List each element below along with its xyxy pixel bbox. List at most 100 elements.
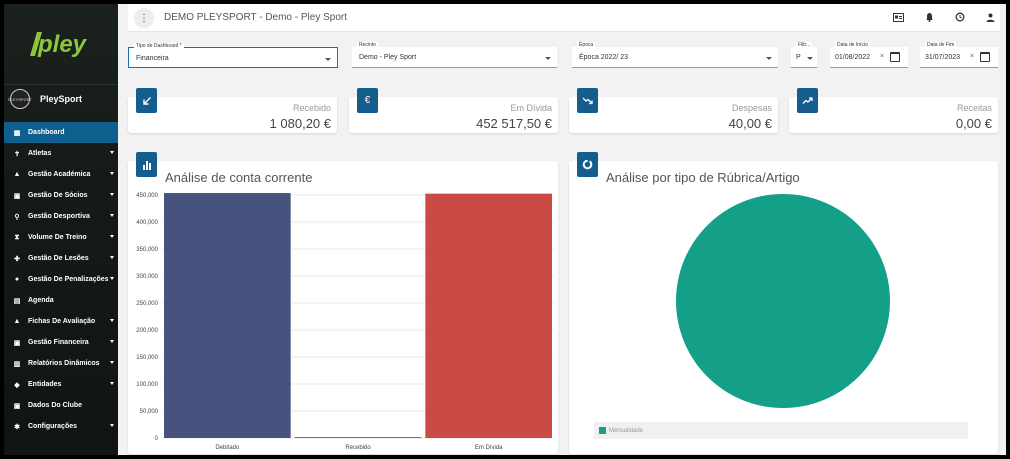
sidebar-item-entidades[interactable]: ◆ Entidades (4, 374, 118, 395)
whistle-icon: ⚲ (14, 213, 20, 221)
app-frame: pley PLEYSPORT PleySport ▦ Dashboard ✝ Atle… (4, 4, 1006, 455)
dashboard-type-value: Financeira (136, 55, 169, 62)
sidebar-item-agenda[interactable]: ▤ Agenda (4, 290, 118, 311)
panel-title: Análise por tipo de Rúbrica/Artigo (606, 170, 800, 185)
calendar-icon[interactable] (890, 52, 900, 62)
y-tick-label: 50,000 (140, 409, 159, 415)
clear-icon[interactable]: × (970, 53, 975, 60)
sidebar-item-label: Relatórios Dinâmicos (28, 360, 100, 367)
dashboard-icon: ▦ (13, 129, 21, 137)
chevron-down-icon (807, 57, 813, 60)
filter-label: Filtr... (796, 42, 813, 48)
page-title: DEMO PLEYSPORT - Demo - Pley Sport (164, 12, 348, 23)
start-date-label: Data de Início (835, 42, 870, 48)
bar-em-divida[interactable] (425, 193, 552, 438)
kpi-label: Despesas (731, 103, 772, 113)
start-date-field[interactable]: Data de Início 01/08/2022 × (830, 42, 908, 68)
x-tick-label: Recebido (345, 445, 371, 451)
contact-card-icon[interactable] (892, 11, 904, 23)
x-tick-label: Em Dívida (475, 445, 503, 451)
sidebar-item-label: Dados Do Clube (28, 402, 83, 409)
kpi-card-receitas: Receitas 0,00 € (789, 88, 998, 133)
kpi-value: 0,00 € (955, 116, 992, 131)
epoca-select[interactable]: Época Época 2022/ 23 (572, 42, 778, 68)
sidebar-item-atletas[interactable]: ✝ Atletas (4, 143, 118, 164)
history-icon[interactable] (954, 11, 966, 23)
sidebar-item-label: Dashboard (28, 129, 65, 136)
sidebar-item-label: Gestão Financeira (28, 339, 89, 346)
y-tick-label: 150,000 (136, 355, 158, 361)
kpi-label: Receitas (956, 103, 992, 113)
sidebar-item-dashboard[interactable]: ▦ Dashboard (4, 122, 118, 143)
end-date-value: 31/07/2023 (925, 54, 961, 61)
dashboard-type-label: Tipo de Dashboard * (134, 43, 184, 49)
sidebar-item-relatorios-dinamicos[interactable]: ▥ Relatórios Dinâmicos (4, 353, 118, 374)
sidebar-item-volume-de-treino[interactable]: ⧗ Volume De Treino (4, 227, 118, 248)
donut-icon (577, 152, 598, 177)
trend-up-icon (797, 88, 818, 113)
filter-select[interactable]: Filtr... P (791, 42, 817, 68)
kpi-value: 40,00 € (728, 116, 772, 131)
club-data-icon: ▣ (13, 402, 21, 410)
sidebar-item-gestao-de-penalizacoes[interactable]: ● Gestão De Penalizações (4, 269, 118, 290)
sidebar-item-gestao-de-lesoes[interactable]: ✚ Gestão De Lesões (4, 248, 118, 269)
sidebar-item-gestao-academica[interactable]: ▲ Gestão Académica (4, 164, 118, 185)
sidebar-item-label: Gestão Académica (28, 171, 91, 178)
chevron-down-icon (110, 361, 114, 364)
penalty-icon: ● (14, 276, 20, 283)
sidebar-item-configuracoes[interactable]: ✱ Configurações (4, 416, 118, 437)
chevron-down-icon (110, 424, 114, 427)
more-menu-button[interactable]: ⋮ (134, 8, 154, 28)
dashboard-type-select[interactable]: Tipo de Dashboard * Financeira (128, 43, 338, 68)
sidebar-item-label: Gestão De Penalizações (28, 276, 109, 283)
report-icon: ▥ (13, 360, 21, 368)
bell-icon[interactable] (923, 11, 935, 23)
club-info[interactable]: PLEYSPORT PleySport (8, 88, 82, 110)
chevron-down-icon (110, 256, 114, 259)
graduation-cap-icon: ▲ (13, 171, 21, 178)
pley-logo[interactable]: pley (26, 26, 96, 62)
gear-icon: ✱ (14, 423, 20, 431)
sidebar-item-label: Configurações (28, 423, 78, 430)
sidebar-item-label: Entidades (28, 381, 62, 388)
bar-recebido[interactable] (294, 437, 422, 438)
sidebar-item-fichas-de-avaliacao[interactable]: ▲ Fichas De Avaliação (4, 311, 118, 332)
chevron-down-icon (110, 340, 114, 343)
x-tick-label: Debitado (215, 445, 240, 451)
medical-icon: ✚ (14, 255, 20, 263)
recinto-select[interactable]: Recinto Demo - Pley Sport (352, 42, 557, 68)
sidebar-item-dados-do-clube[interactable]: ▣ Dados Do Clube (4, 395, 118, 416)
panel-conta-corrente: 0 50,000 100,000 150,000 200,000 250,000 300,0… (128, 152, 558, 454)
sidebar-item-gestao-financeira[interactable]: ▣ Gestão Financeira (4, 332, 118, 353)
sidebar-divider (4, 84, 118, 85)
trend-down-icon (577, 88, 598, 113)
sidebar-item-gestao-desportiva[interactable]: ⚲ Gestão Desportiva (4, 206, 118, 227)
sidebar-nav: ▦ Dashboard ✝ Atletas ▲ Gestão Académica ▣ Gest… (4, 122, 118, 437)
clear-icon[interactable]: × (880, 53, 885, 60)
end-date-label: Data de Fim (925, 42, 957, 48)
sidebar-item-label: Gestão De Sócios (28, 192, 88, 199)
kpi-value: 1 080,20 € (269, 116, 331, 131)
sidebar-item-label: Gestão Desportiva (28, 213, 90, 220)
chevron-down-icon (110, 277, 114, 280)
sidebar-item-label: Fichas De Avaliação (28, 318, 96, 325)
sidebar-item-gestao-de-socios[interactable]: ▣ Gestão De Sócios (4, 185, 118, 206)
y-tick-label: 300,000 (136, 274, 158, 280)
member-card-icon: ▣ (13, 192, 21, 200)
end-date-field[interactable]: Data de Fim 31/07/2023 × (920, 42, 998, 68)
kpi-label: Recebido (292, 103, 331, 113)
bar-debitado[interactable] (164, 193, 291, 438)
kpi-value: 452 517,50 € (476, 116, 552, 131)
chevron-down-icon (110, 151, 114, 154)
pie-slice-mensalidade[interactable] (676, 194, 890, 408)
bar-chart: 0 50,000 100,000 150,000 200,000 250,000 300,0… (136, 193, 554, 451)
calendar-icon[interactable] (980, 52, 990, 62)
finance-icon: ▣ (13, 339, 21, 347)
chevron-down-icon (110, 172, 114, 175)
user-icon[interactable] (984, 11, 996, 23)
chevron-down-icon (110, 193, 114, 196)
recinto-label: Recinto (357, 42, 378, 48)
kpi-card-despesas: Despesas 40,00 € (569, 88, 778, 133)
sidebar-item-label: Volume De Treino (28, 234, 87, 241)
legend-label[interactable]: Mensalidade (609, 427, 644, 434)
